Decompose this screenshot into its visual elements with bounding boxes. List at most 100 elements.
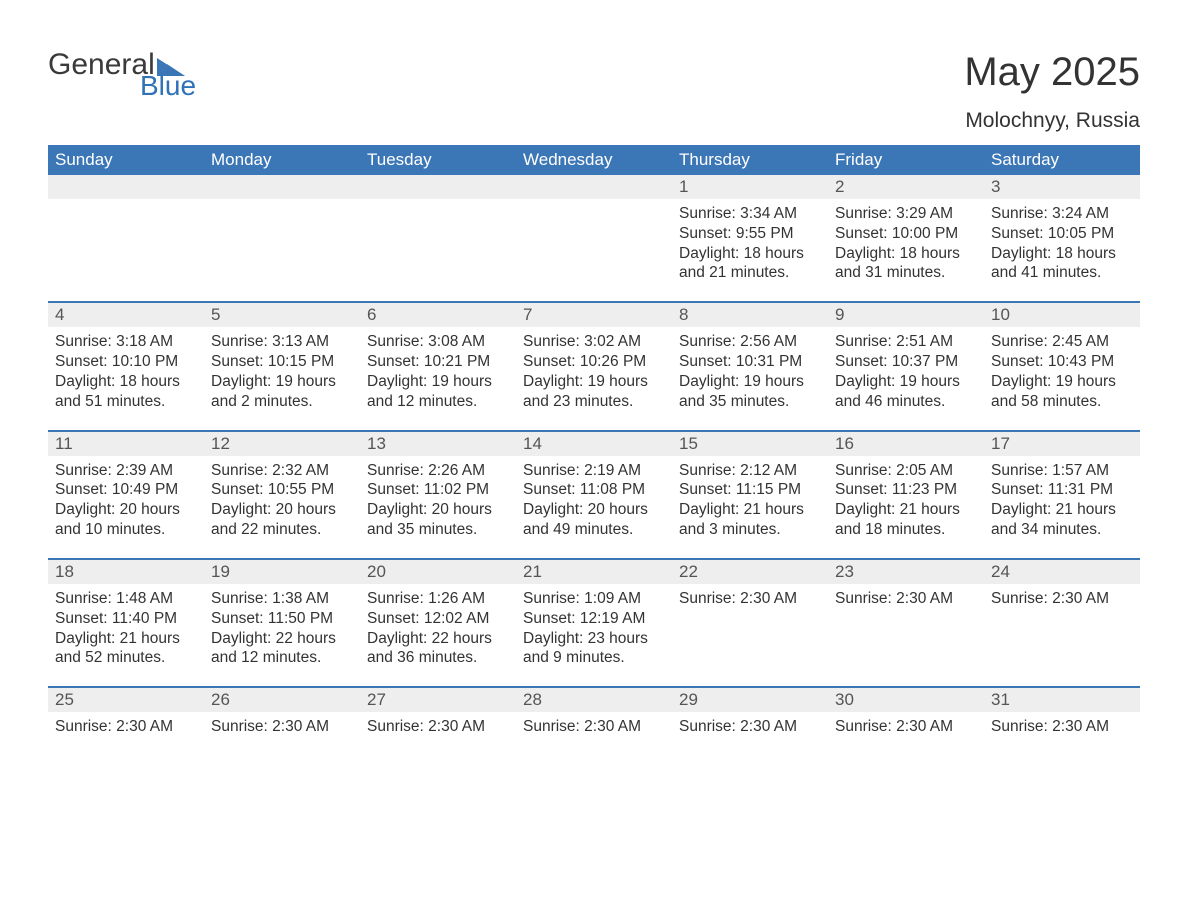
day-number: 26: [204, 688, 360, 712]
day-detail-line: Daylight: 20 hours: [55, 500, 197, 520]
calendar-week-row: 18Sunrise: 1:48 AMSunset: 11:40 PMDaylig…: [48, 559, 1140, 687]
day-detail-line: and 31 minutes.: [835, 263, 977, 283]
day-detail-line: and 12 minutes.: [367, 392, 509, 412]
day-detail-line: and 34 minutes.: [991, 520, 1133, 540]
day-details: Sunrise: 1:26 AMSunset: 12:02 AMDaylight…: [360, 584, 516, 686]
day-number: 21: [516, 560, 672, 584]
day-number: 17: [984, 432, 1140, 456]
day-number: 20: [360, 560, 516, 584]
calendar-cell: 13Sunrise: 2:26 AMSunset: 11:02 PMDaylig…: [360, 431, 516, 559]
day-detail-line: Daylight: 19 hours: [835, 372, 977, 392]
day-detail-line: Sunset: 12:19 AM: [523, 609, 665, 629]
calendar-cell: 29Sunrise: 2:30 AM: [672, 687, 828, 755]
day-detail-line: Sunrise: 3:34 AM: [679, 204, 821, 224]
calendar-cell: 15Sunrise: 2:12 AMSunset: 11:15 PMDaylig…: [672, 431, 828, 559]
day-detail-line: Daylight: 20 hours: [367, 500, 509, 520]
day-details: Sunrise: 2:30 AM: [828, 584, 984, 679]
day-number: 28: [516, 688, 672, 712]
calendar-cell: 24Sunrise: 2:30 AM: [984, 559, 1140, 687]
day-header: Wednesday: [516, 145, 672, 175]
day-header: Friday: [828, 145, 984, 175]
calendar-cell: 21 Sunrise: 1:09 AMSunset: 12:19 AMDaylig…: [516, 559, 672, 687]
day-number: 2: [828, 175, 984, 199]
day-detail-line: Sunrise: 2:30 AM: [835, 589, 977, 609]
day-detail-line: Daylight: 21 hours: [679, 500, 821, 520]
day-detail-line: Sunrise: 2:39 AM: [55, 461, 197, 481]
day-details: Sunrise: 2:12 AMSunset: 11:15 PMDaylight…: [672, 456, 828, 558]
calendar-cell: 23Sunrise: 2:30 AM: [828, 559, 984, 687]
day-details: [204, 199, 360, 294]
day-detail-line: Sunrise: 1:09 AM: [523, 589, 665, 609]
day-detail-line: Sunset: 10:26 PM: [523, 352, 665, 372]
day-number: 5: [204, 303, 360, 327]
day-number: 18: [48, 560, 204, 584]
day-details: Sunrise: 1:48 AMSunset: 11:40 PMDaylight…: [48, 584, 204, 686]
day-detail-line: Sunrise: 2:45 AM: [991, 332, 1133, 352]
day-detail-line: Sunrise: 2:30 AM: [211, 717, 353, 737]
day-detail-line: Sunset: 10:00 PM: [835, 224, 977, 244]
day-detail-line: Sunrise: 3:02 AM: [523, 332, 665, 352]
day-detail-line: Sunrise: 3:24 AM: [991, 204, 1133, 224]
calendar-cell: 20Sunrise: 1:26 AMSunset: 12:02 AMDaylig…: [360, 559, 516, 687]
logo-word-1: General: [48, 50, 155, 80]
day-number: 12: [204, 432, 360, 456]
day-number: [516, 175, 672, 199]
calendar-cell: 17Sunrise: 1:57 AMSunset: 11:31 PMDaylig…: [984, 431, 1140, 559]
day-details: Sunrise: 2:30 AM: [672, 712, 828, 755]
day-number: 30: [828, 688, 984, 712]
calendar-cell: 3Sunrise: 3:24 AMSunset: 10:05 PMDayligh…: [984, 175, 1140, 302]
day-detail-line: Sunset: 10:15 PM: [211, 352, 353, 372]
day-details: Sunrise: 1:38 AMSunset: 11:50 PMDaylight…: [204, 584, 360, 686]
day-detail-line: Sunrise: 2:30 AM: [991, 589, 1133, 609]
day-details: Sunrise: 2:39 AMSunset: 10:49 PMDaylight…: [48, 456, 204, 558]
day-detail-line: Sunset: 9:55 PM: [679, 224, 821, 244]
day-detail-line: Sunrise: 3:13 AM: [211, 332, 353, 352]
day-detail-line: Sunrise: 2:30 AM: [679, 717, 821, 737]
day-detail-line: and 10 minutes.: [55, 520, 197, 540]
day-header: Thursday: [672, 145, 828, 175]
day-details: Sunrise: 2:56 AMSunset: 10:31 PMDaylight…: [672, 327, 828, 429]
day-detail-line: Sunset: 10:49 PM: [55, 480, 197, 500]
day-detail-line: Sunset: 10:43 PM: [991, 352, 1133, 372]
day-details: Sunrise: 2:51 AMSunset: 10:37 PMDaylight…: [828, 327, 984, 429]
day-detail-line: Daylight: 21 hours: [835, 500, 977, 520]
calendar-cell: 31Sunrise: 2:30 AM: [984, 687, 1140, 755]
day-detail-line: and 22 minutes.: [211, 520, 353, 540]
day-number: 22: [672, 560, 828, 584]
day-detail-line: and 52 minutes.: [55, 648, 197, 668]
day-detail-line: Sunrise: 2:30 AM: [55, 717, 197, 737]
day-number: [204, 175, 360, 199]
calendar-cell: [360, 175, 516, 302]
day-number: 11: [48, 432, 204, 456]
day-detail-line: Sunrise: 3:18 AM: [55, 332, 197, 352]
day-header: Sunday: [48, 145, 204, 175]
day-detail-line: Daylight: 19 hours: [367, 372, 509, 392]
day-detail-line: and 36 minutes.: [367, 648, 509, 668]
day-detail-line: Daylight: 21 hours: [991, 500, 1133, 520]
day-detail-line: Daylight: 19 hours: [211, 372, 353, 392]
calendar-cell: [516, 175, 672, 302]
day-detail-line: Daylight: 18 hours: [835, 244, 977, 264]
day-detail-line: and 46 minutes.: [835, 392, 977, 412]
day-detail-line: Daylight: 23 hours: [523, 629, 665, 649]
day-detail-line: Sunrise: 2:05 AM: [835, 461, 977, 481]
day-detail-line: Sunrise: 2:30 AM: [679, 589, 821, 609]
day-number: 8: [672, 303, 828, 327]
day-details: [48, 199, 204, 294]
calendar-cell: 14Sunrise: 2:19 AMSunset: 11:08 PMDaylig…: [516, 431, 672, 559]
day-detail-line: Daylight: 18 hours: [991, 244, 1133, 264]
day-number: 6: [360, 303, 516, 327]
day-details: Sunrise: 2:30 AM: [828, 712, 984, 755]
calendar-week-row: 11Sunrise: 2:39 AMSunset: 10:49 PMDaylig…: [48, 431, 1140, 559]
calendar-cell: 11Sunrise: 2:39 AMSunset: 10:49 PMDaylig…: [48, 431, 204, 559]
day-detail-line: Sunset: 11:08 PM: [523, 480, 665, 500]
day-detail-line: Sunrise: 2:30 AM: [835, 717, 977, 737]
day-details: [360, 199, 516, 294]
day-details: Sunrise: 2:05 AMSunset: 11:23 PMDaylight…: [828, 456, 984, 558]
day-details: Sunrise: 2:30 AM: [984, 712, 1140, 755]
day-detail-line: Sunrise: 2:26 AM: [367, 461, 509, 481]
day-header: Monday: [204, 145, 360, 175]
day-number: 9: [828, 303, 984, 327]
calendar-cell: 9Sunrise: 2:51 AMSunset: 10:37 PMDayligh…: [828, 302, 984, 430]
day-detail-line: Sunrise: 2:56 AM: [679, 332, 821, 352]
